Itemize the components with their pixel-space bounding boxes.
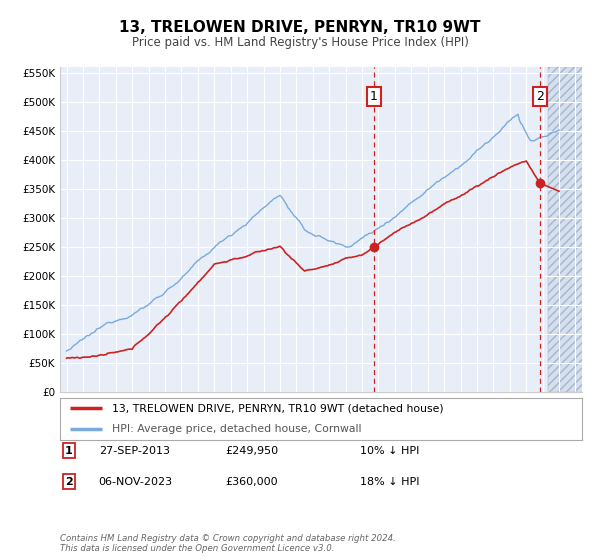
Text: £249,950: £249,950 [226,446,278,456]
Text: 06-NOV-2023: 06-NOV-2023 [98,477,172,487]
Text: HPI: Average price, detached house, Cornwall: HPI: Average price, detached house, Corn… [112,424,362,434]
Text: £360,000: £360,000 [226,477,278,487]
Text: 1: 1 [65,446,73,456]
Text: 27-SEP-2013: 27-SEP-2013 [100,446,170,456]
Bar [548,67,584,392]
Bar [548,67,584,392]
Text: 13, TRELOWEN DRIVE, PENRYN, TR10 9WT: 13, TRELOWEN DRIVE, PENRYN, TR10 9WT [119,20,481,35]
Text: 18% ↓ HPI: 18% ↓ HPI [360,477,419,487]
Text: 10% ↓ HPI: 10% ↓ HPI [360,446,419,456]
Text: 2: 2 [65,477,73,487]
Text: Price paid vs. HM Land Registry's House Price Index (HPI): Price paid vs. HM Land Registry's House … [131,36,469,49]
Text: Contains HM Land Registry data © Crown copyright and database right 2024.
This d: Contains HM Land Registry data © Crown c… [60,534,396,553]
Text: 13, TRELOWEN DRIVE, PENRYN, TR10 9WT (detached house): 13, TRELOWEN DRIVE, PENRYN, TR10 9WT (de… [112,403,444,413]
Text: 2: 2 [536,90,544,102]
Text: 1: 1 [370,90,378,102]
